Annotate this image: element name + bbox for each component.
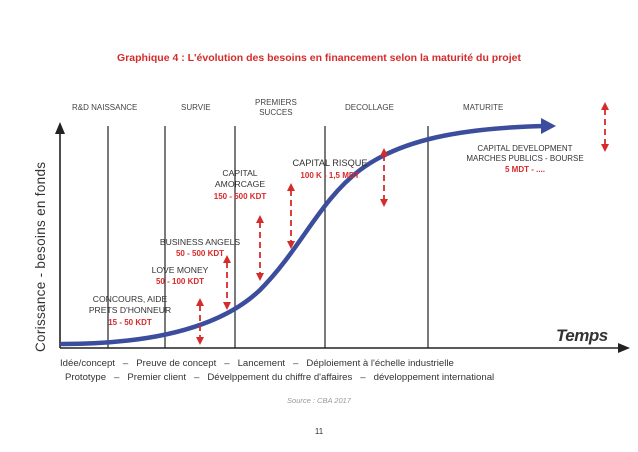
phase-decollage: DECOLLAGE: [345, 103, 394, 112]
x-axis-arrowhead: [618, 343, 630, 353]
timeline-row-2: Prototype – Premier client – Dévelppemen…: [65, 372, 495, 383]
page-number: 11: [314, 427, 324, 436]
stage-concours-amount: 15 - 50 KDT: [108, 318, 152, 327]
stage-capital-risque-amount: 100 K - 1,5 MDT: [300, 171, 360, 180]
x-axis-label: Temps: [556, 326, 608, 345]
y-axis-arrowhead: [55, 122, 65, 134]
funding-arrow-2: [223, 255, 231, 310]
stage-business-angels-amount: 50 - 500 KDT: [175, 249, 225, 258]
phase-rd-naissance: R&D NAISSANCE: [72, 103, 138, 112]
funding-arrow-5: [380, 148, 388, 207]
stage-capital-amorcage-amount: 150 - 500 KDT: [213, 192, 267, 201]
stage-capital-risque-name: CAPITAL RISQUE: [292, 158, 368, 168]
stage-capital-development: CAPITAL DEVELOPMENT MARCHES PUBLICS - BO…: [450, 144, 600, 174]
chart-title: Graphique 4 : L'évolution des besoins en…: [117, 52, 521, 64]
phase-maturite: MATURITE: [463, 103, 504, 112]
y-axis-label: Corissance - besoins en fonds: [33, 161, 48, 352]
stage-capital-amorcage-name: CAPITAL AMORCAGE: [214, 168, 266, 189]
source-note: Source : CBA 2017: [287, 396, 351, 405]
stage-concours: CONCOURS, AIDE PRETS D'HONNEUR 15 - 50 K…: [80, 294, 180, 327]
phase-survie: SURVIE: [181, 103, 211, 112]
funding-arrow-3: [256, 215, 264, 281]
stage-capital-amorcage: CAPITAL AMORCAGE 150 - 500 KDT: [200, 168, 280, 201]
phase-premiers-succes: PREMIERS SUCCES: [255, 98, 297, 117]
stage-business-angels: BUSINESS ANGELS 50 - 500 KDT: [155, 237, 245, 258]
stage-love-money-amount: 50 - 100 KDT: [155, 277, 205, 286]
stage-capital-development-name: CAPITAL DEVELOPMENT MARCHES PUBLICS - BO…: [466, 144, 584, 163]
stage-business-angels-name: BUSINESS ANGELS: [159, 237, 241, 247]
funding-arrow-1: [196, 298, 204, 345]
stage-love-money-name: LOVE MONEY: [151, 265, 209, 275]
timeline-row-1: Idée/concept – Preuve de concept – Lance…: [60, 358, 454, 369]
growth-curve-arrowhead: [541, 118, 556, 134]
funding-arrow-4: [287, 183, 295, 249]
growth-curve: [59, 123, 548, 347]
stage-concours-name: CONCOURS, AIDE PRETS D'HONNEUR: [88, 294, 172, 315]
stage-capital-risque: CAPITAL RISQUE 100 K - 1,5 MDT: [280, 158, 380, 180]
stage-capital-development-amount: 5 MDT - ....: [505, 165, 545, 174]
stage-love-money: LOVE MONEY 50 - 100 KDT: [140, 265, 220, 286]
funding-arrow-6: [601, 102, 609, 152]
